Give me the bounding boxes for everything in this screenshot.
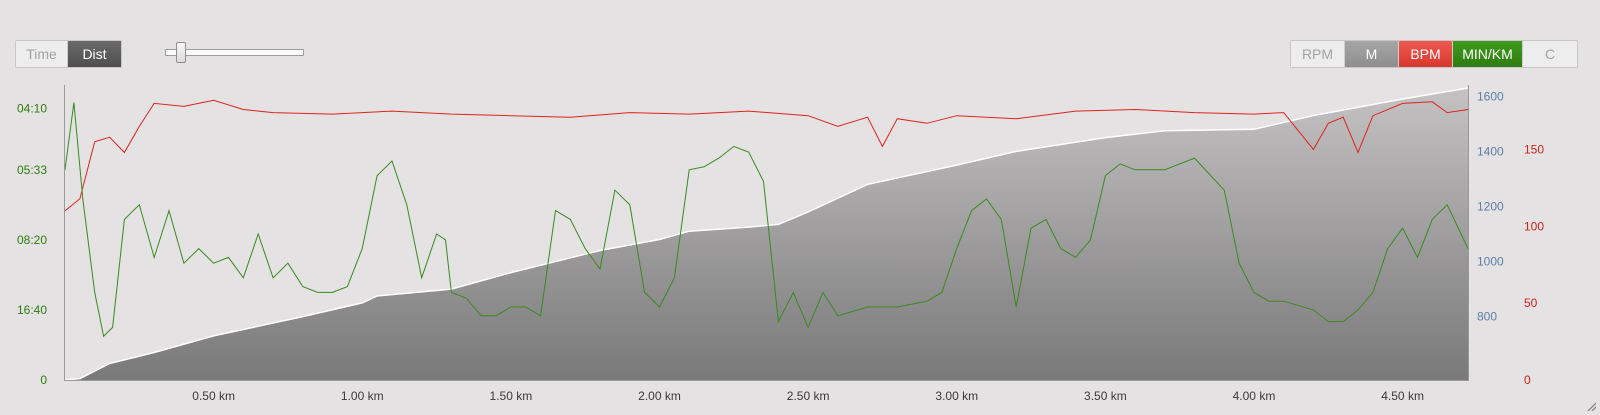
- elevation-tick-label: 1600: [1477, 89, 1504, 103]
- resize-grip-icon[interactable]: [1586, 401, 1596, 411]
- bpm-tick-label: 0: [1524, 373, 1531, 387]
- heart-rate-line: [64, 99, 1469, 212]
- x-tick-label: 4.00 km: [1233, 389, 1276, 403]
- elevation-area: [65, 88, 1468, 380]
- pace-tick-label: 08:20: [17, 233, 47, 247]
- c-button[interactable]: C: [1523, 41, 1577, 67]
- elevation-line: [64, 87, 1469, 381]
- elevation-tick-label: 1400: [1477, 144, 1504, 158]
- time-button[interactable]: Time: [16, 41, 68, 67]
- bpm-tick-label: 50: [1524, 296, 1538, 310]
- pace-tick-label: 0: [40, 373, 47, 387]
- zoom-slider-track[interactable]: [165, 49, 304, 56]
- x-tick-label: 1.00 km: [341, 389, 384, 403]
- dist-button[interactable]: Dist: [68, 41, 121, 67]
- time-dist-toggle: Time Dist: [15, 40, 122, 68]
- pace-tick-label: 05:33: [17, 163, 47, 177]
- pace-tick-label: 04:10: [17, 101, 47, 115]
- elevation-tick-label: 1000: [1477, 255, 1504, 269]
- elevation-button[interactable]: M: [1345, 41, 1399, 67]
- bpm-tick-label: 150: [1524, 142, 1544, 156]
- x-tick-label: 3.00 km: [935, 389, 978, 403]
- bpm-button[interactable]: BPM: [1399, 41, 1453, 67]
- rpm-button[interactable]: RPM: [1291, 41, 1345, 67]
- pace-button[interactable]: MIN/KM: [1453, 41, 1523, 67]
- elevation-tick-label: 1200: [1477, 199, 1504, 213]
- x-tick-label: 4.50 km: [1381, 389, 1424, 403]
- zoom-slider-handle[interactable]: [176, 42, 186, 63]
- x-tick-label: 2.00 km: [638, 389, 681, 403]
- pace-tick-label: 16:40: [17, 303, 47, 317]
- x-tick-label: 1.50 km: [490, 389, 533, 403]
- elevation-tick-label: 800: [1477, 310, 1497, 324]
- bpm-tick-label: 100: [1524, 219, 1544, 233]
- x-tick-label: 2.50 km: [787, 389, 830, 403]
- x-tick-label: 3.50 km: [1084, 389, 1127, 403]
- metric-toggle: RPM M BPM MIN/KM C: [1290, 40, 1578, 68]
- x-tick-label: 0.50 km: [192, 389, 235, 403]
- pace-line: [64, 102, 1469, 338]
